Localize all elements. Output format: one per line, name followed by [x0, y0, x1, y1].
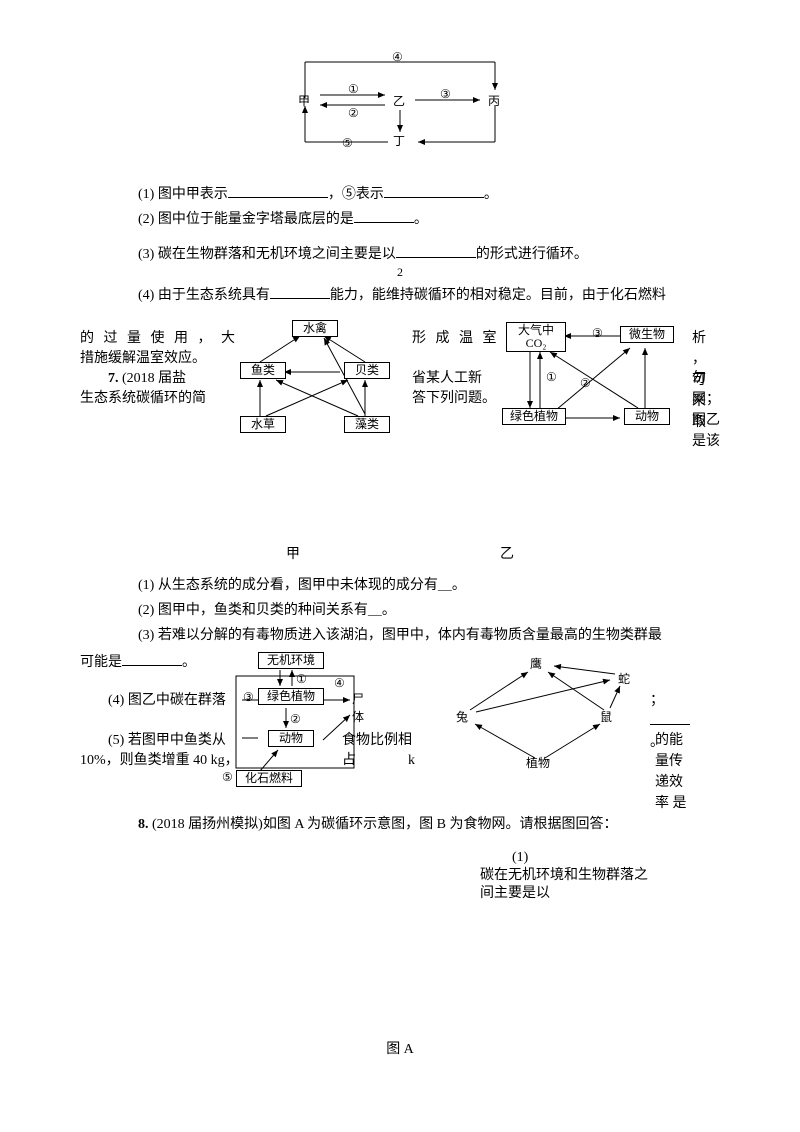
A-l3: ③: [243, 688, 254, 706]
node-jia: 甲: [298, 92, 310, 110]
node-shuicao: 水草: [240, 416, 286, 433]
A-wuji: 无机环境: [258, 652, 324, 669]
label-2: ②: [348, 104, 359, 122]
B-zhiwu: 植物: [526, 754, 550, 772]
B-shu: 鼠: [600, 708, 612, 726]
label-3: ③: [440, 85, 451, 103]
q6-p1: (1) 图中甲表示，⑤表示。: [110, 184, 690, 205]
node-ding: 丁: [393, 132, 405, 150]
node-weisheng: 微生物: [620, 326, 674, 343]
node-yulei: 鱼类: [240, 362, 286, 379]
A-body: 尸 体: [352, 690, 366, 726]
q8-p1c: 间主要是以: [480, 883, 550, 904]
B-tu: 兔: [456, 708, 468, 726]
A-huashi: 化石燃料: [236, 770, 302, 787]
B-ying: 鹰: [530, 655, 542, 673]
node-shuiqin: 水禽: [292, 320, 338, 337]
node-zaolei: 藻类: [344, 416, 390, 433]
B-she: 蛇: [618, 670, 630, 688]
embedded-pair-2: 可能是。 (4) 图乙中碳在群落 ；。 (5) 若图甲中鱼类从 食物比例相 的能…: [110, 650, 690, 810]
yi-l1: ①: [546, 368, 557, 386]
pair-labels: 甲乙: [110, 544, 690, 565]
node-bing: 丙: [488, 92, 500, 110]
yi-l3: ③: [592, 324, 603, 342]
page-sub: 2: [110, 263, 690, 281]
A-lvse: 绿色植物: [258, 688, 324, 705]
fig-a-label: 图 A: [110, 1039, 690, 1060]
A-l2: ②: [290, 710, 301, 728]
q7-p2: (2) 图甲中，鱼类和贝类的种间关系有＿。: [110, 600, 690, 621]
q6-p4: (4) 由于生态系统具有能力，能维持碳循环的相对稳定。目前，由于化石燃料: [110, 285, 690, 306]
A-dongwu: 动物: [268, 730, 314, 747]
label-5: ⑤: [342, 134, 353, 152]
A-l5: ⑤: [222, 768, 233, 786]
node-yi: 乙: [393, 92, 405, 110]
q7-p3a: (3) 若难以分解的有毒物质进入该湖泊，图甲中，体内有毒物质含量最高的生物类群最: [110, 625, 690, 646]
label-1: ①: [348, 80, 359, 98]
A-l1: ①: [296, 670, 307, 688]
q8-head: 8. (2018 届扬州模拟)如图 A 为碳循环示意图，图 B 为食物网。请根据…: [110, 814, 690, 835]
q6-p3: (3) 碳在生物群落和无机环境之间主要是以的形式进行循环。: [110, 244, 690, 265]
q6-p2: (2) 图中位于能量金字塔最底层的是。: [110, 209, 690, 230]
top-diagram: 甲 乙 丙 丁 ① ② ③ ④ ⑤: [110, 50, 690, 160]
node-beilei: 贝类: [344, 362, 390, 379]
q7-p1: (1) 从生态系统的成分看，图甲中未体现的成分有＿。: [110, 575, 690, 596]
label-4: ④: [392, 48, 403, 66]
node-co2: 大气中 CO₂: [506, 322, 566, 352]
embedded-diagrams-row: 的 过 量 使 用 ， 大 措施缓解温室效应。 7. (2018 届盐 生态系统…: [110, 324, 690, 454]
A-l4: ④: [334, 674, 345, 692]
yi-l2: ②: [580, 374, 591, 392]
node-lvse: 绿色植物: [502, 408, 566, 425]
node-dongwu: 动物: [624, 408, 670, 425]
